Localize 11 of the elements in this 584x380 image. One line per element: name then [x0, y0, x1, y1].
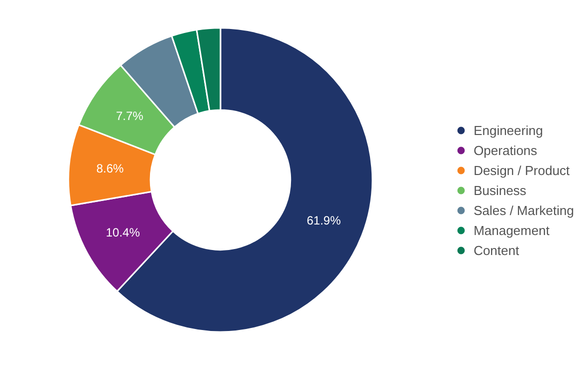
data-label: 61.9% [306, 213, 342, 228]
data-label: 8.6% [96, 162, 124, 176]
data-label: 7.7% [116, 109, 144, 124]
data-label: 10.4% [106, 226, 140, 240]
legend-label: Content [474, 242, 520, 258]
legend-label: Design / Product [474, 162, 570, 178]
legend-label: Business [474, 182, 526, 198]
legend-label: Engineering [474, 122, 543, 138]
legend-label: Sales / Marketing [474, 202, 574, 218]
legend-label: Operations [474, 142, 538, 158]
legend-label: Management [474, 222, 550, 238]
